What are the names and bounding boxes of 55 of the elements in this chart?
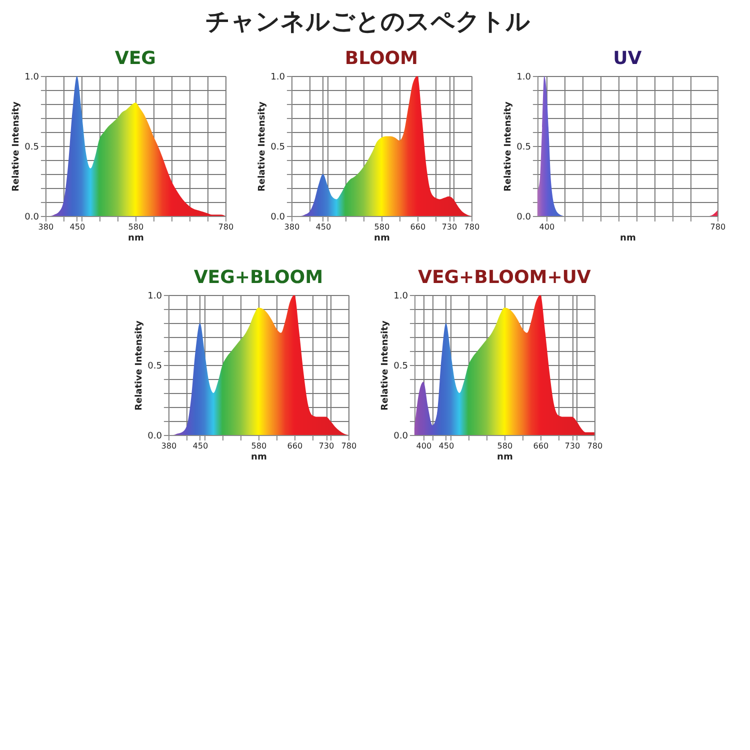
- x-axis-title: nm: [128, 234, 144, 244]
- x-tick-label: 580: [374, 222, 390, 232]
- x-tick-label: 780: [218, 222, 234, 232]
- x-tick-label: 780: [710, 222, 726, 232]
- chart-title: VEG: [114, 48, 156, 69]
- x-tick-label: 730: [564, 442, 580, 450]
- y-tick-label: 0.0: [516, 212, 532, 222]
- x-tick-label: 780: [341, 442, 357, 450]
- chart-title: VEG+BLOOM: [194, 267, 324, 288]
- x-tick-label: 450: [438, 442, 454, 450]
- chart-title: VEG+BLOOM+UV: [418, 267, 591, 288]
- y-tick-label: 0.0: [270, 212, 286, 222]
- x-tick-label: 660: [410, 222, 426, 232]
- x-tick-label: 660: [287, 442, 303, 450]
- x-axis-title: nm: [620, 234, 636, 244]
- x-tick-label: 730: [318, 442, 334, 450]
- y-tick-label: 0.5: [516, 142, 531, 152]
- x-tick-label: 400: [416, 442, 432, 450]
- y-tick-label: 0.0: [148, 432, 162, 442]
- y-axis-title: Relative Intensity: [504, 101, 514, 192]
- x-tick-label: 450: [70, 222, 86, 232]
- y-axis-title: Relative Intensity: [258, 101, 268, 192]
- x-tick-label: 780: [464, 222, 480, 232]
- x-axis-title: nm: [497, 452, 513, 462]
- y-axis-title: Relative Intensity: [12, 101, 22, 192]
- x-tick-label: 380: [284, 222, 300, 232]
- chart-title: UV: [613, 48, 642, 69]
- y-tick-label: 0.5: [270, 142, 285, 152]
- x-tick-label: 400: [539, 222, 555, 232]
- x-tick-label: 450: [192, 442, 208, 450]
- x-axis-title: nm: [251, 452, 267, 462]
- y-tick-label: 0.5: [394, 362, 408, 372]
- y-tick-label: 1.0: [394, 292, 408, 302]
- y-axis-title: Relative Intensity: [134, 320, 145, 410]
- x-tick-label: 580: [251, 442, 267, 450]
- text: チャンネルごとのスペクトル: [206, 8, 531, 36]
- x-tick-label: 580: [128, 222, 144, 232]
- chart-title: BLOOM: [344, 48, 418, 69]
- y-tick-label: 0.5: [148, 362, 162, 372]
- x-tick-label: 380: [161, 442, 177, 450]
- x-tick-label: 450: [316, 222, 332, 232]
- y-tick-label: 0.0: [394, 432, 408, 442]
- x-tick-label: 660: [533, 442, 549, 450]
- x-tick-label: 730: [442, 222, 458, 232]
- y-tick-label: 1.0: [24, 72, 40, 82]
- y-axis-title: Relative Intensity: [380, 320, 391, 410]
- y-tick-label: 1.0: [148, 292, 162, 302]
- y-tick-label: 1.0: [516, 72, 532, 82]
- x-tick-label: 780: [587, 442, 603, 450]
- y-tick-label: 0.0: [24, 212, 40, 222]
- x-tick-label: 580: [497, 442, 513, 450]
- x-tick-label: 380: [38, 222, 54, 232]
- x-axis-title: nm: [374, 234, 390, 244]
- y-tick-label: 0.5: [24, 142, 39, 152]
- y-tick-label: 1.0: [270, 72, 286, 82]
